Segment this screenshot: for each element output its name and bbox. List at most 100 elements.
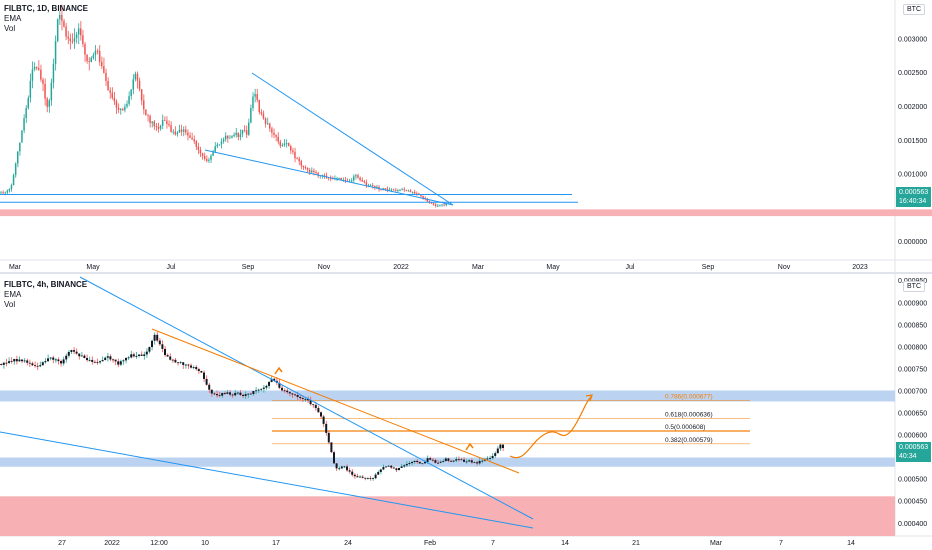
bottom-ema-label[interactable]: EMA: [4, 290, 22, 299]
time-axis-label: 7: [779, 540, 783, 547]
candle-body: [200, 371, 203, 373]
top-currency-unit[interactable]: BTC: [903, 4, 925, 15]
candle-body: [323, 175, 326, 177]
candle-body: [212, 151, 214, 156]
candle-body: [294, 394, 296, 396]
price-axis-label: 0.000450: [898, 499, 927, 506]
candle-body: [140, 354, 143, 356]
time-axis-label: Nov: [778, 264, 791, 271]
candle-body: [314, 404, 317, 409]
candle-body: [201, 153, 204, 156]
top-symbol-label[interactable]: FILBTC, 1D, BINANCE: [4, 4, 88, 13]
candle-body: [237, 132, 239, 138]
candle-body: [134, 73, 137, 80]
candle-body: [67, 36, 69, 39]
time-axis-label: 14: [847, 540, 855, 547]
fib-level-label: 0.618(0.000636): [665, 412, 713, 419]
candle-body: [392, 189, 395, 191]
candle-body: [256, 94, 258, 100]
candle-body: [307, 398, 309, 401]
bottom-currency-unit[interactable]: BTC: [903, 281, 925, 292]
candle-body: [343, 466, 346, 468]
top-vol-label[interactable]: Vol: [4, 24, 16, 33]
candle-body: [90, 57, 92, 62]
candle-body: [210, 155, 212, 160]
candle-body: [208, 384, 211, 390]
candle-body: [234, 392, 237, 396]
candle-body: [99, 361, 101, 363]
fibonacci-retracement[interactable]: 0.786(0.000677) 0.618(0.000636) 0.5(0.0006…: [272, 366, 750, 459]
candle-body: [252, 96, 254, 109]
bottom-symbol-label[interactable]: FILBTC, 4h, BINANCE: [4, 280, 88, 289]
candle-body: [486, 458, 489, 460]
candle-body: [33, 66, 36, 70]
candle-body: [176, 132, 179, 135]
top-ema-label[interactable]: EMA: [4, 14, 22, 23]
candle-body: [71, 40, 74, 42]
candle-body: [379, 469, 382, 473]
candle-body: [143, 100, 145, 110]
candle-body: [75, 351, 78, 354]
candle-body: [311, 170, 313, 173]
time-axis-label: Nov: [318, 264, 331, 271]
candle-body: [34, 365, 36, 367]
pane-separator[interactable]: [0, 272, 932, 274]
top-price-axis: 0.003000 0.002500 0.002000 0.001500 0.001000…: [898, 36, 927, 246]
candle-body: [101, 61, 103, 67]
candle-body: [268, 381, 270, 386]
candle-body: [49, 357, 52, 359]
candle-body: [180, 129, 183, 132]
candle-body: [359, 177, 361, 181]
top-chart[interactable]: 0.003000 0.002500 0.002000 0.001500 0.001000…: [0, 0, 932, 272]
price-axis-label: 0.000900: [898, 300, 927, 307]
candle-body: [28, 362, 31, 364]
candle-body: [437, 462, 439, 464]
candle-body: [465, 461, 468, 463]
candle-body: [83, 355, 86, 358]
candle-body: [132, 79, 134, 90]
resistance-zone: [0, 209, 932, 217]
candle-body: [371, 185, 374, 187]
candle-body: [376, 186, 378, 189]
bottom-vol-label[interactable]: Vol: [4, 300, 16, 309]
candle-body: [199, 149, 202, 154]
candle-body: [10, 361, 13, 362]
candle-body: [96, 361, 99, 363]
candle-body: [6, 190, 8, 193]
time-axis-label: 21: [632, 540, 640, 547]
candle-body: [14, 163, 17, 175]
candle-body: [390, 465, 393, 468]
time-axis-label: Feb: [424, 540, 436, 547]
candle-body: [409, 190, 412, 193]
candle-body: [491, 455, 494, 459]
candle-body: [365, 182, 368, 186]
candle-body: [44, 361, 47, 363]
candle-body: [470, 460, 473, 463]
candle-body: [344, 179, 347, 182]
candle-body: [387, 465, 390, 467]
candle-body: [75, 34, 78, 39]
candle-body: [357, 175, 359, 178]
bottom-chart[interactable]: 0.786(0.000677) 0.618(0.000636) 0.5(0.0006…: [0, 274, 932, 550]
candle-body: [213, 393, 216, 395]
candle-body: [242, 394, 244, 396]
candle-body: [364, 477, 367, 479]
candle-body: [329, 178, 332, 179]
orange-trendline: [151, 328, 520, 474]
candle-body: [273, 378, 276, 381]
candle-body: [296, 395, 299, 397]
candle-body: [231, 136, 233, 138]
candle-body: [25, 107, 27, 119]
candle-body: [405, 189, 407, 191]
candle-body: [426, 458, 429, 462]
candle-body: [0, 364, 3, 365]
candle-body: [502, 444, 504, 448]
candle-body: [174, 359, 177, 363]
bottom-current-price-value: 0.000563: [899, 444, 929, 451]
time-axis-label: Sep: [242, 264, 255, 271]
candle-body: [187, 132, 189, 136]
candle-body: [271, 128, 273, 133]
candle-body: [338, 177, 340, 179]
candle-body: [2, 192, 4, 194]
candle-body: [283, 390, 286, 392]
